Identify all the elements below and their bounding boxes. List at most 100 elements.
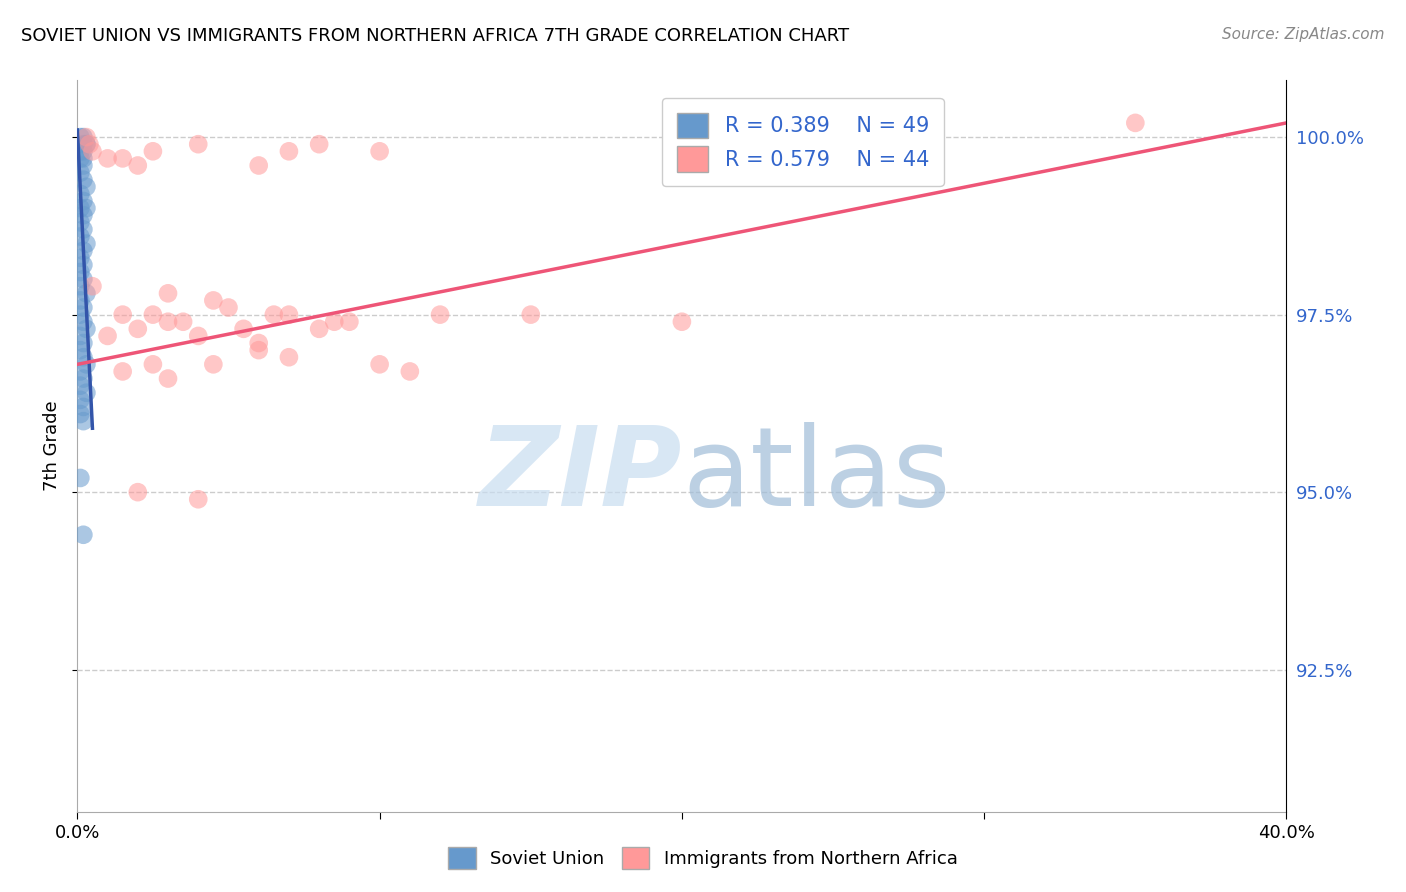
Point xyxy=(75,179,97,194)
Point xyxy=(75,385,97,400)
Point xyxy=(69,329,91,343)
Point xyxy=(72,336,94,351)
Point xyxy=(69,215,91,229)
Point xyxy=(69,186,91,201)
Point xyxy=(308,322,330,336)
Point xyxy=(75,201,97,215)
Point xyxy=(671,315,693,329)
Point xyxy=(520,308,543,322)
Point xyxy=(72,208,94,222)
Point xyxy=(69,152,91,166)
Point xyxy=(69,293,91,308)
Point xyxy=(75,322,97,336)
Point xyxy=(82,279,104,293)
Point xyxy=(72,400,94,414)
Point xyxy=(278,350,301,364)
Point xyxy=(69,308,91,322)
Point xyxy=(142,357,165,371)
Point xyxy=(111,308,134,322)
Point xyxy=(69,392,91,407)
Point xyxy=(69,165,91,179)
Point xyxy=(69,407,91,421)
Point xyxy=(72,130,94,145)
Point xyxy=(75,357,97,371)
Point xyxy=(75,130,97,145)
Point xyxy=(278,308,301,322)
Point xyxy=(111,152,134,166)
Point xyxy=(187,329,209,343)
Point xyxy=(142,308,165,322)
Point xyxy=(72,414,94,428)
Point xyxy=(72,244,94,258)
Point xyxy=(75,236,97,251)
Point xyxy=(323,315,346,329)
Point xyxy=(157,371,180,385)
Point xyxy=(172,315,194,329)
Point xyxy=(69,145,91,159)
Point xyxy=(429,308,451,322)
Point xyxy=(72,350,94,364)
Point xyxy=(69,471,91,485)
Point xyxy=(82,145,104,159)
Point xyxy=(75,137,97,152)
Point xyxy=(127,322,149,336)
Point xyxy=(127,159,149,173)
Point xyxy=(69,343,91,358)
Point xyxy=(308,137,330,152)
Point xyxy=(72,222,94,236)
Point xyxy=(72,371,94,385)
Point xyxy=(111,364,134,378)
Point xyxy=(157,286,180,301)
Point xyxy=(202,293,225,308)
Point xyxy=(72,301,94,315)
Point xyxy=(72,528,94,542)
Point xyxy=(69,378,91,392)
Point xyxy=(69,130,91,145)
Text: atlas: atlas xyxy=(682,422,950,529)
Point xyxy=(247,343,270,358)
Point xyxy=(69,201,91,215)
Text: Source: ZipAtlas.com: Source: ZipAtlas.com xyxy=(1222,27,1385,42)
Point xyxy=(72,172,94,186)
Point xyxy=(142,145,165,159)
Point xyxy=(187,492,209,507)
Point xyxy=(202,357,225,371)
Point xyxy=(127,485,149,500)
Point xyxy=(69,364,91,378)
Y-axis label: 7th Grade: 7th Grade xyxy=(44,401,62,491)
Point xyxy=(218,301,240,315)
Point xyxy=(399,364,422,378)
Point xyxy=(72,137,94,152)
Point xyxy=(69,279,91,293)
Text: SOVIET UNION VS IMMIGRANTS FROM NORTHERN AFRICA 7TH GRADE CORRELATION CHART: SOVIET UNION VS IMMIGRANTS FROM NORTHERN… xyxy=(21,27,849,45)
Point xyxy=(72,159,94,173)
Point xyxy=(263,308,285,322)
Point xyxy=(157,315,180,329)
Point xyxy=(69,229,91,244)
Legend: R = 0.389    N = 49, R = 0.579    N = 44: R = 0.389 N = 49, R = 0.579 N = 44 xyxy=(662,98,943,186)
Point xyxy=(79,137,101,152)
Point xyxy=(72,145,94,159)
Point xyxy=(69,265,91,279)
Point xyxy=(72,315,94,329)
Point xyxy=(72,272,94,286)
Legend: Soviet Union, Immigrants from Northern Africa: Soviet Union, Immigrants from Northern A… xyxy=(440,838,966,879)
Point xyxy=(96,329,118,343)
Point xyxy=(72,258,94,272)
Point xyxy=(1123,116,1146,130)
Point xyxy=(96,152,118,166)
Point xyxy=(72,194,94,208)
Point xyxy=(247,159,270,173)
Point xyxy=(337,315,360,329)
Point xyxy=(75,137,97,152)
Text: ZIP: ZIP xyxy=(478,422,682,529)
Point xyxy=(232,322,254,336)
Point xyxy=(278,145,301,159)
Point xyxy=(247,336,270,351)
Point xyxy=(368,357,391,371)
Point xyxy=(72,152,94,166)
Point xyxy=(75,286,97,301)
Point xyxy=(69,251,91,265)
Point xyxy=(368,145,391,159)
Point xyxy=(187,137,209,152)
